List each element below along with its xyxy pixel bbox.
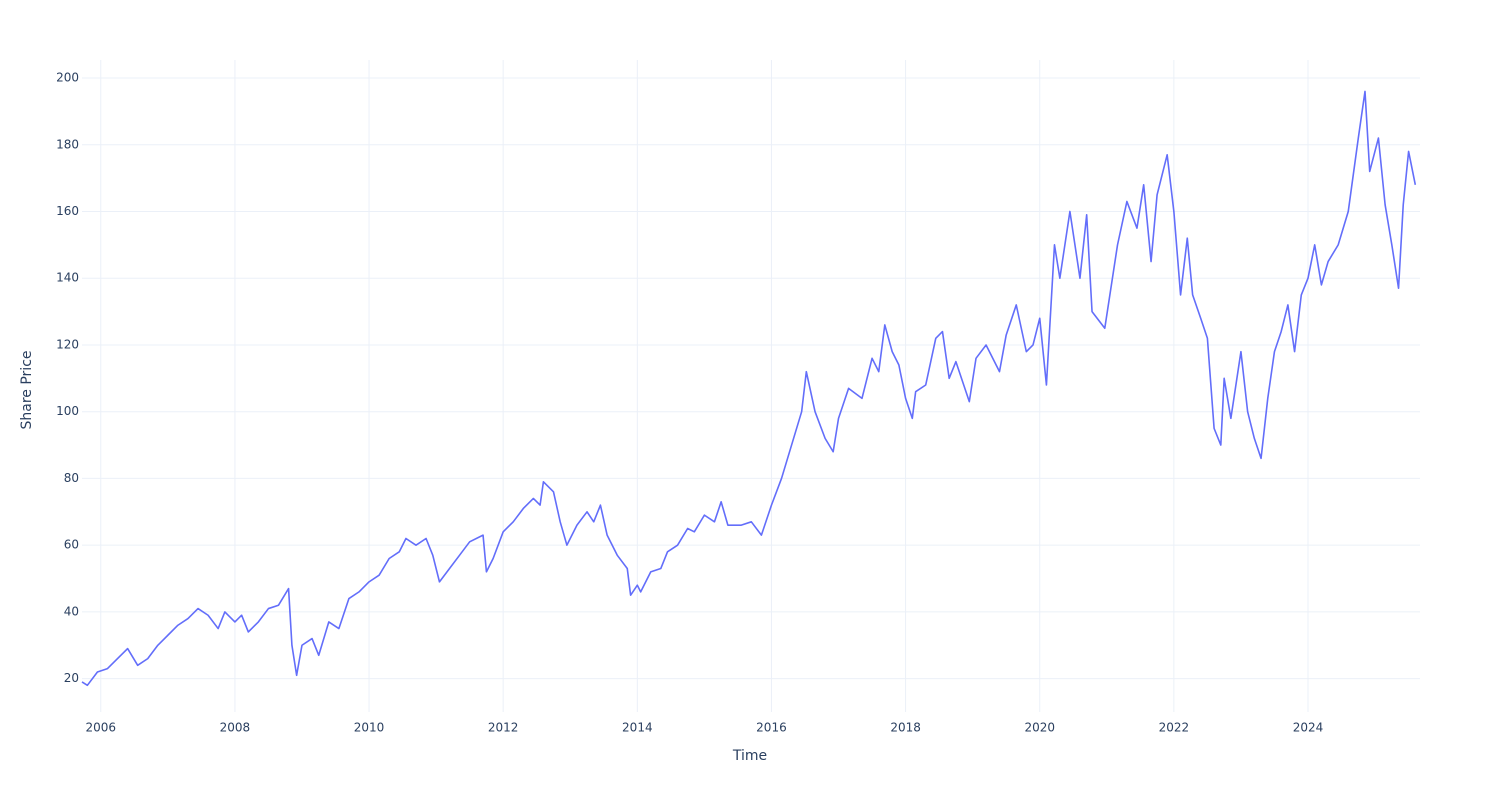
y-tick-label: 160 bbox=[56, 204, 79, 218]
y-tick-label: 200 bbox=[56, 71, 79, 85]
x-tick-label: 2014 bbox=[622, 721, 653, 735]
x-tick-label: 2024 bbox=[1293, 721, 1324, 735]
x-tick-label: 2010 bbox=[354, 721, 385, 735]
y-tick-label: 80 bbox=[64, 471, 79, 485]
x-tick-label: 2008 bbox=[220, 721, 251, 735]
y-axis-title: Share Price bbox=[19, 350, 35, 429]
x-tick-label: 2022 bbox=[1159, 721, 1190, 735]
x-tick-label: 2016 bbox=[756, 721, 787, 735]
y-tick-label: 180 bbox=[56, 137, 79, 151]
x-tick-label: 2012 bbox=[488, 721, 519, 735]
y-tick-label: 60 bbox=[64, 538, 79, 552]
plot-area bbox=[81, 90, 1417, 687]
y-tick-label: 120 bbox=[56, 337, 79, 351]
y-tick-label: 140 bbox=[56, 271, 79, 285]
x-tick-label: 2020 bbox=[1024, 721, 1055, 735]
x-axis-title: Time bbox=[732, 748, 767, 764]
x-tick-label: 2006 bbox=[86, 721, 117, 735]
price-line bbox=[81, 90, 1417, 687]
y-tick-label: 20 bbox=[64, 671, 79, 685]
y-tick-label: 40 bbox=[64, 604, 79, 618]
y-tick-label: 100 bbox=[56, 404, 79, 418]
grid bbox=[82, 60, 1420, 712]
x-tick-label: 2018 bbox=[890, 721, 921, 735]
